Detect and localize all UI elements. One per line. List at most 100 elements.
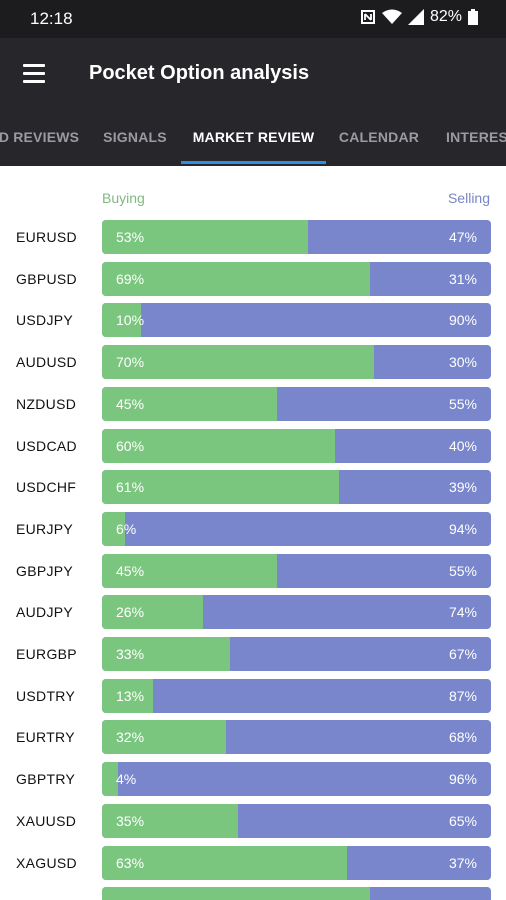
hamburger-menu-icon[interactable] — [14, 56, 54, 92]
buy-percent: 53% — [116, 229, 145, 245]
sell-percent: 87% — [448, 687, 477, 704]
currency-pair-label: EURUSD — [16, 229, 77, 245]
tab-reviews[interactable]: D REVIEWS — [0, 129, 80, 145]
buy-percent: 10% — [116, 312, 145, 329]
sell-percent: 47% — [448, 229, 477, 245]
list-item[interactable]: NZDUSD 45% 55% — [0, 386, 506, 421]
buy-percent: 61% — [116, 479, 145, 496]
sell-percent: 74% — [448, 604, 477, 621]
currency-pair-label: USDJPY — [16, 312, 74, 329]
sentiment-bar: 45% 55% — [102, 553, 491, 588]
selling-header: Selling — [447, 190, 490, 206]
list-item[interactable]: GBPTRY 4% 96% — [0, 762, 506, 797]
list-item[interactable]: GBPUSD 69% 31% — [0, 261, 506, 296]
sentiment-bar: 53% 47% — [102, 220, 491, 254]
buy-percent: 60% — [116, 437, 145, 454]
currency-pair-label: AUDJPY — [16, 604, 74, 621]
sell-percent: 30% — [448, 354, 477, 371]
list-item[interactable]: USDCAD 60% 40% — [0, 428, 506, 463]
sentiment-bar: 13% 87% — [102, 678, 491, 713]
wifi-icon — [381, 9, 402, 24]
sell-percent: 31% — [448, 270, 477, 287]
app-bar: Pocket Option analysis — [0, 38, 506, 110]
tab-signals[interactable]: SIGNALS — [103, 129, 167, 145]
buy-segment — [102, 428, 336, 463]
buy-percent: 45% — [116, 562, 145, 579]
currency-pair-label: EURGBP — [16, 646, 77, 662]
battery-percent: 82% — [429, 8, 462, 25]
sentiment-bar: 60% 40% — [102, 428, 491, 463]
app-title: Pocket Option analysis — [89, 62, 310, 84]
buy-segment — [102, 345, 375, 380]
buy-percent: 6% — [116, 520, 137, 537]
list-item[interactable]: USDTRY 13% 87% — [0, 678, 506, 713]
status-time: 12:18 — [30, 9, 73, 28]
status-bar: 12:18 82% — [0, 0, 506, 38]
sell-percent: 68% — [448, 729, 477, 746]
list-item[interactable]: EURGBP 33% 67% — [0, 637, 506, 671]
buy-percent: 33% — [116, 646, 145, 662]
buy-percent: 35% — [116, 812, 145, 829]
buy-percent: 63% — [116, 854, 145, 871]
buy-percent: 45% — [116, 395, 145, 412]
buy-segment — [102, 386, 278, 421]
list-item[interactable]: GBPJPY 45% 55% — [0, 553, 506, 588]
currency-pair-label: USDTRY — [16, 687, 76, 704]
sell-percent: 55% — [448, 395, 477, 412]
signal-icon — [407, 9, 424, 25]
nfc-icon — [360, 10, 375, 24]
sentiment-bar: 10% 90% — [102, 303, 491, 338]
buy-segment — [102, 553, 278, 588]
sell-percent: 37% — [448, 854, 477, 871]
sentiment-bar: 35% 65% — [102, 803, 491, 838]
buy-percent: 70% — [116, 354, 145, 371]
currency-pair-label: XAGUSD — [16, 854, 77, 871]
sentiment-bar: 69% 31% — [102, 261, 491, 296]
list-item[interactable]: XAGUSD 63% 37% — [0, 845, 506, 880]
buy-percent: 26% — [116, 604, 145, 621]
currency-pair-label: EURJPY — [16, 520, 74, 537]
buy-segment — [102, 887, 371, 900]
buying-header: Buying — [102, 190, 145, 206]
tab-interest[interactable]: INTERES — [446, 129, 506, 145]
list-item[interactable]: EURTRY 32% 68% — [0, 720, 506, 755]
currency-pair-label: NZDUSD — [16, 395, 77, 412]
tab-market-review[interactable]: MARKET REVIEW — [192, 129, 315, 145]
sell-percent: 55% — [448, 562, 477, 579]
list-item[interactable]: USDCHF 61% 39% — [0, 470, 506, 505]
sentiment-bar: 6% 94% — [102, 511, 491, 546]
currency-pair-label: USDCAD — [16, 437, 77, 454]
currency-pair-label: USDCHF — [16, 479, 77, 496]
buy-segment — [102, 845, 348, 880]
buy-segment — [102, 595, 204, 630]
buy-segment — [102, 678, 153, 713]
currency-pair-label: GBPTRY — [16, 771, 76, 788]
sentiment-bar: 4% 96% — [102, 762, 491, 797]
list-item[interactable]: XAUUSD 35% 65% — [0, 803, 506, 838]
buy-segment — [102, 720, 227, 755]
tab-calendar[interactable]: CALENDAR — [338, 129, 420, 145]
buy-segment — [102, 762, 118, 797]
list-item[interactable] — [0, 887, 506, 900]
buy-segment — [102, 470, 340, 505]
sentiment-bar: 45% 55% — [102, 386, 491, 421]
buy-percent: 32% — [116, 729, 145, 746]
list-item[interactable]: AUDUSD 70% 30% — [0, 345, 506, 380]
currency-pair-label: GBPJPY — [16, 562, 74, 579]
list-item[interactable]: USDJPY 10% 90% — [0, 303, 506, 338]
sentiment-bar: 33% 67% — [102, 637, 491, 671]
sell-percent: 40% — [448, 437, 477, 454]
sell-percent: 67% — [448, 646, 477, 662]
buy-segment — [102, 220, 309, 254]
list-item[interactable]: EURUSD 53% 47% — [0, 220, 506, 254]
buy-segment — [102, 637, 231, 671]
sell-percent: 90% — [448, 312, 477, 329]
list-item[interactable]: EURJPY 6% 94% — [0, 511, 506, 546]
list-item[interactable]: AUDJPY 26% 74% — [0, 595, 506, 630]
sentiment-bar: 63% 37% — [102, 845, 491, 880]
sell-percent: 94% — [448, 520, 477, 537]
sell-percent: 65% — [448, 812, 477, 829]
buy-percent: 69% — [116, 270, 145, 287]
sentiment-bar: 70% 30% — [102, 345, 491, 380]
tab-indicator — [181, 161, 326, 164]
